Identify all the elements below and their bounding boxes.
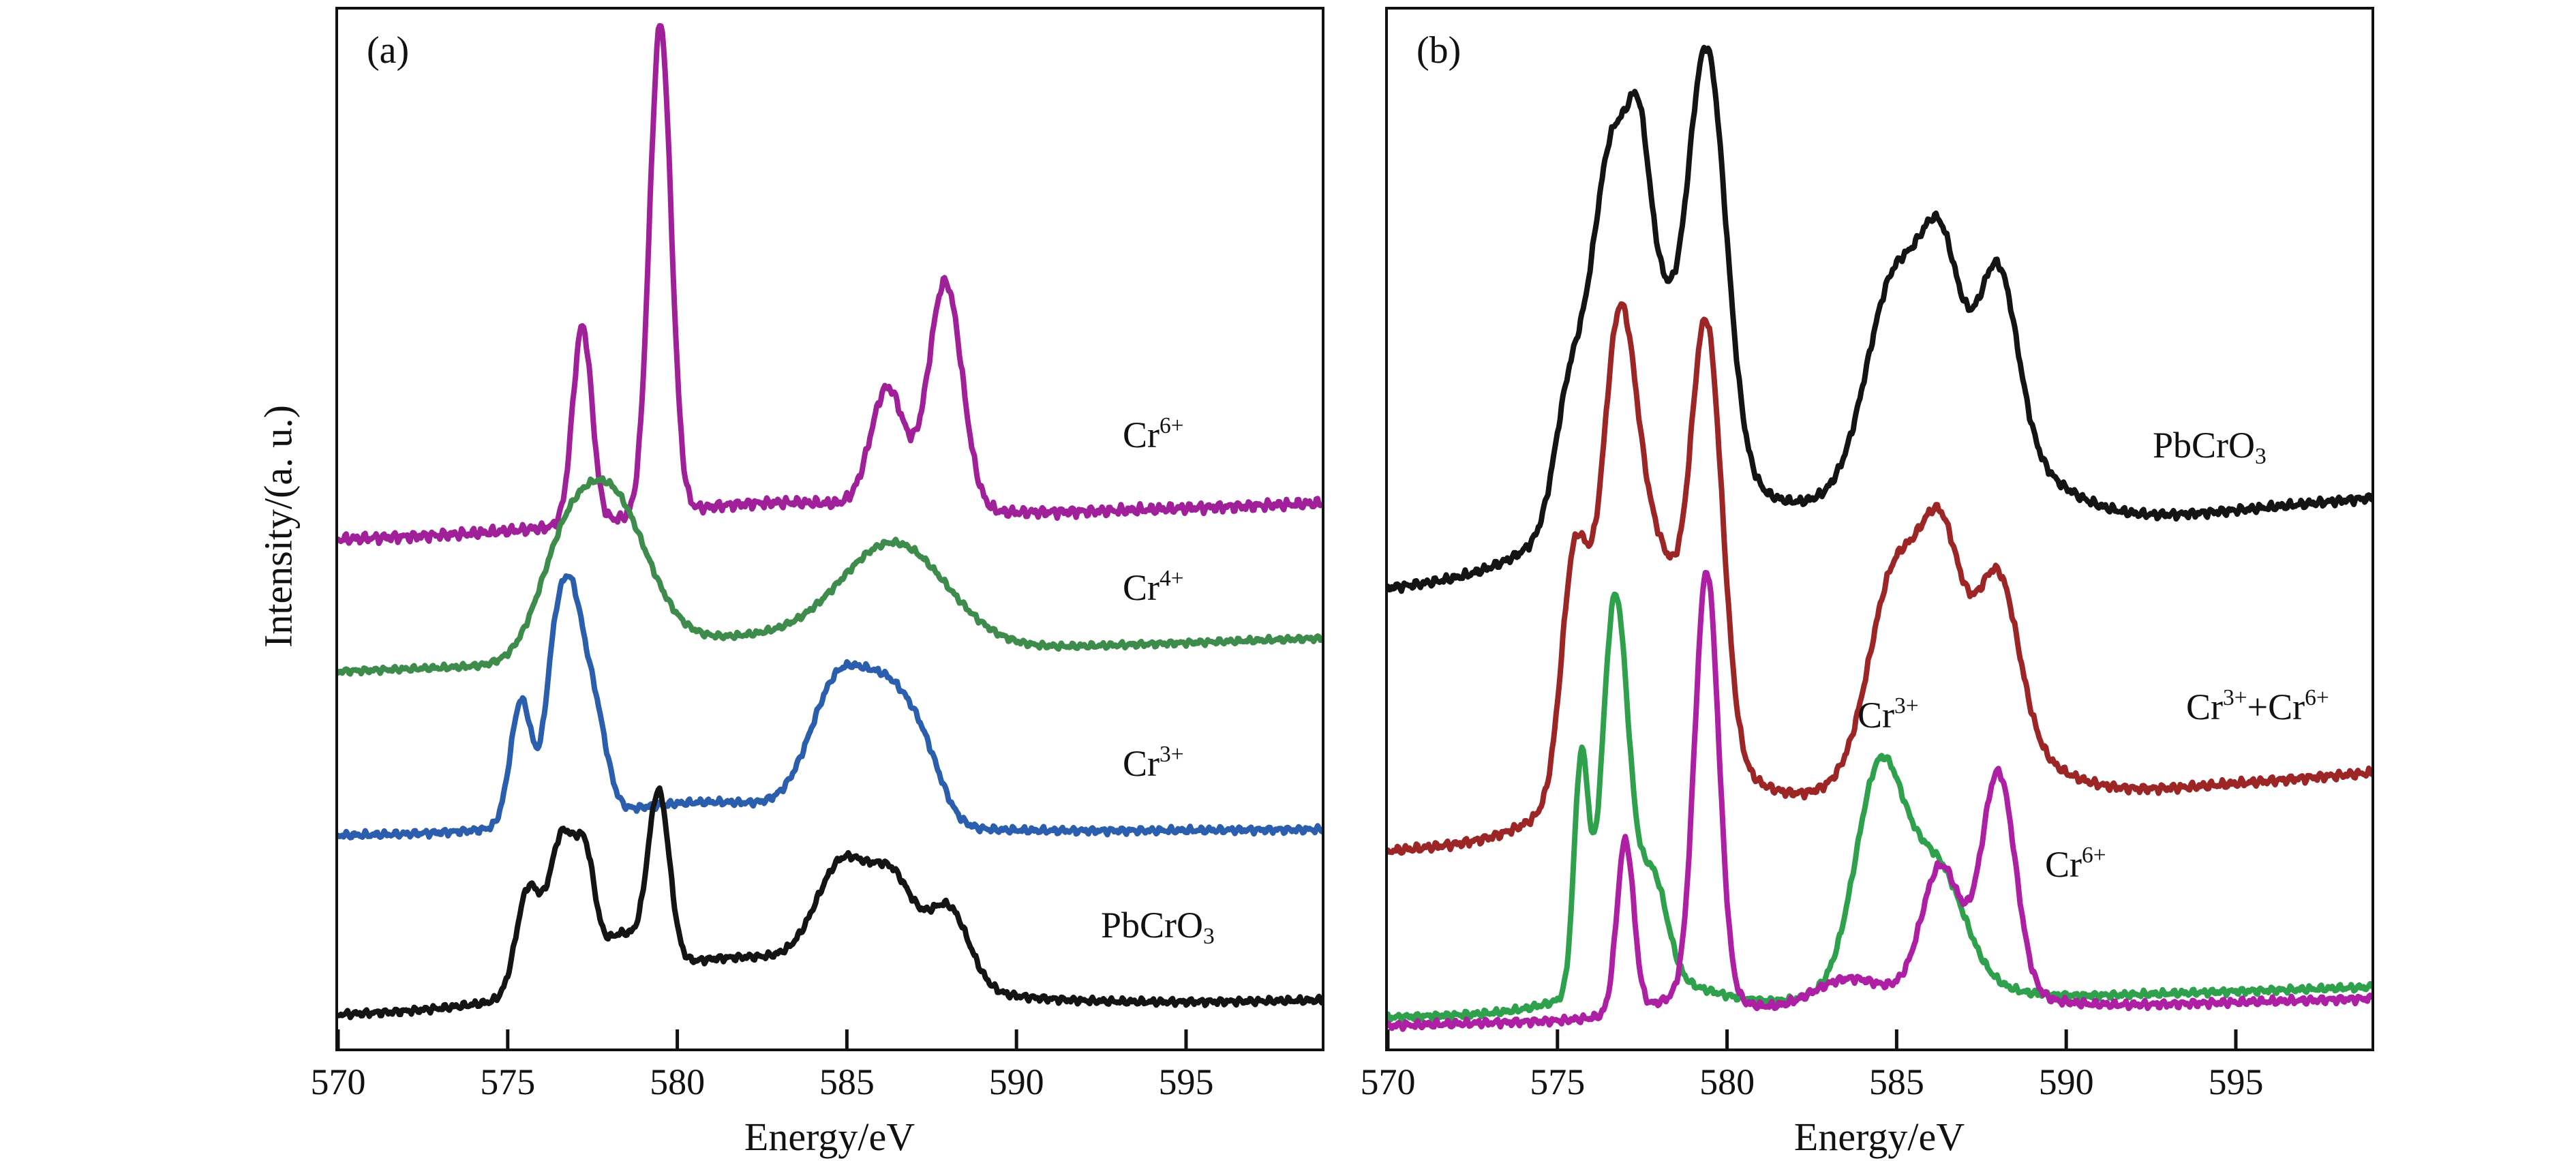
series-label-Cr6plus: Cr6+: [1123, 413, 1184, 455]
spectrum-PbCrO3: [338, 785, 1322, 1021]
spectrum-Cr6plus: [1388, 570, 2372, 1032]
x-tick-label: 580: [1699, 1061, 1755, 1102]
series-label-Cr3plusCr6plus: Cr3++Cr6+: [2186, 685, 2329, 727]
x-tick-label: 575: [480, 1061, 536, 1102]
spectrum-PbCrO3: [1388, 44, 2372, 594]
spectrum-Cr3plusCr6plus: [1388, 301, 2372, 856]
x-tick-label: 580: [650, 1061, 706, 1102]
series-label-Cr3plus: Cr3+: [1858, 693, 1919, 736]
panel-a-spectra: [338, 22, 1322, 1049]
x-tick-label: 590: [988, 1061, 1044, 1102]
series-label-Cr3plus: Cr3+: [1123, 742, 1184, 784]
spectrum-Cr3plus: [1388, 591, 2372, 1023]
panel-b-letter: (b): [1416, 29, 1461, 72]
series-label-Cr6plus: Cr6+: [2045, 843, 2106, 885]
x-tick-label: 585: [1868, 1061, 1924, 1102]
panel-b-x-axis-title: Energy/eV: [1793, 1115, 1965, 1159]
panel-a-x-axis-title: Energy/eV: [744, 1115, 915, 1159]
series-label-PbCrO3: PbCrO3: [1101, 905, 1215, 950]
spectrum-Cr4plus: [338, 475, 1322, 677]
spectrum-Cr6plus: [338, 22, 1322, 546]
x-tick-label: 570: [310, 1061, 366, 1102]
panel-b-plot-area: (b) PbCrO3 Cr3++Cr6+ Cr3+ Cr6+: [1385, 7, 2374, 1051]
y-axis-label: Intensity/(a. u.): [256, 405, 301, 648]
series-label-Cr4plus: Cr4+: [1123, 566, 1184, 608]
x-tick-label: 595: [1158, 1061, 1214, 1102]
x-tick-label: 575: [1530, 1061, 1586, 1102]
x-tick-label: 570: [1360, 1061, 1416, 1102]
x-tick-label: 590: [2038, 1061, 2094, 1102]
x-tick-label: 595: [2208, 1061, 2264, 1102]
series-label-PbCrO3: PbCrO3: [2153, 425, 2267, 470]
panel-a-letter: (a): [367, 29, 410, 72]
panel-a-plot-area: (a) Cr6+ Cr4+ Cr3+ PbCrO3: [335, 7, 1324, 1051]
x-tick-label: 585: [819, 1061, 875, 1102]
spectrum-Cr3plus: [338, 573, 1322, 841]
panel-b-spectra: [1388, 44, 2372, 1049]
